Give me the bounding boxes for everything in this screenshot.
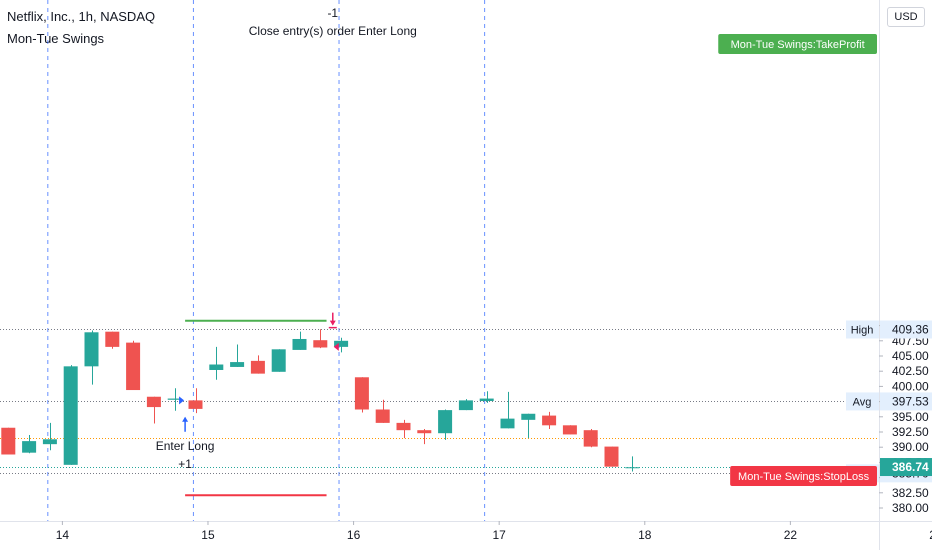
avg-price-label: 397.53 xyxy=(892,394,929,408)
candle-body[interactable] xyxy=(63,366,78,465)
chart-title: Netflix, Inc., 1h, NASDAQ xyxy=(7,9,156,24)
x-tick-label: 17 xyxy=(493,528,507,542)
candle-body[interactable] xyxy=(146,396,161,408)
candle-body[interactable] xyxy=(250,360,265,374)
x-tick-label: 22 xyxy=(784,528,798,542)
last-price-box xyxy=(880,458,932,477)
y-tick-label: 402.50 xyxy=(892,364,929,378)
take-profit-badge-box xyxy=(718,34,877,54)
currency-button[interactable]: USD xyxy=(887,7,925,27)
high-price-box xyxy=(880,320,932,339)
candle-body[interactable] xyxy=(230,362,245,367)
candle-body[interactable] xyxy=(126,342,141,391)
candle-body[interactable] xyxy=(188,400,203,409)
candle-body[interactable] xyxy=(354,377,369,410)
candle-body[interactable] xyxy=(375,409,390,423)
y-tick-label: 380.00 xyxy=(892,501,929,515)
y-tick-label: 400.00 xyxy=(892,379,929,393)
candle-body[interactable] xyxy=(105,331,120,347)
stop-loss-badge-box xyxy=(730,466,877,486)
candle-body[interactable] xyxy=(271,349,286,372)
high-tag: High xyxy=(851,324,874,336)
x-tick-label: 18 xyxy=(638,528,652,542)
candle-body[interactable] xyxy=(84,332,99,367)
entry-label: Enter Long xyxy=(156,439,215,453)
candle-body[interactable] xyxy=(1,427,16,455)
x-tick-label: 15 xyxy=(201,528,215,542)
last-price-label: 386.74 xyxy=(892,460,929,474)
x-tick-label: 14 xyxy=(56,528,70,542)
x-tick-label: 16 xyxy=(347,528,361,542)
y-tick-label: 395.00 xyxy=(892,410,929,424)
candle-body[interactable] xyxy=(396,422,411,431)
entry-fill-marker xyxy=(179,396,185,405)
high-price-label: 409.36 xyxy=(892,322,929,336)
exit-fill-marker xyxy=(333,342,339,351)
y-tick-label: 405.00 xyxy=(892,349,929,363)
candle-body[interactable] xyxy=(22,441,37,453)
candle-body[interactable] xyxy=(417,430,432,434)
candle-body[interactable] xyxy=(479,398,494,401)
x-tick-label: 23 xyxy=(929,528,932,542)
candle-body[interactable] xyxy=(292,338,307,350)
y-tick-label: 392.50 xyxy=(892,425,929,439)
avg-tag-box xyxy=(846,392,879,411)
candle-body[interactable] xyxy=(313,340,328,348)
candle-body[interactable] xyxy=(500,418,515,429)
candle-body[interactable] xyxy=(521,413,536,420)
candle-body[interactable] xyxy=(167,398,182,400)
candle-body[interactable] xyxy=(42,439,57,445)
exit-arrow-head xyxy=(329,320,336,326)
candle-body[interactable] xyxy=(562,425,577,435)
avg-price-box xyxy=(880,392,932,411)
candle-body[interactable] xyxy=(458,400,473,411)
candle-body[interactable] xyxy=(438,410,453,434)
strategy-name[interactable]: Mon-Tue Swings xyxy=(7,31,105,46)
avg-tag: Avg xyxy=(853,396,872,408)
candle-body[interactable] xyxy=(542,415,557,426)
entry-arrow-head xyxy=(182,416,189,422)
y-tick-label: 382.50 xyxy=(892,486,929,500)
candle-body[interactable] xyxy=(583,430,598,447)
candle-body[interactable] xyxy=(334,340,349,347)
candle-body[interactable] xyxy=(625,467,640,469)
y-tick-label: 390.00 xyxy=(892,440,929,454)
entry-qty: +1 xyxy=(178,457,192,471)
candle-body[interactable] xyxy=(209,364,224,370)
candle-body[interactable] xyxy=(604,446,619,467)
exit-label: Close entry(s) order Enter Long xyxy=(249,24,417,38)
exit-qty: -1 xyxy=(327,6,338,20)
high-tag-box xyxy=(846,320,879,339)
take-profit-badge-label: Mon-Tue Swings:TakeProfit xyxy=(731,39,865,51)
stop-loss-badge-label: Mon-Tue Swings:StopLoss xyxy=(738,471,870,483)
